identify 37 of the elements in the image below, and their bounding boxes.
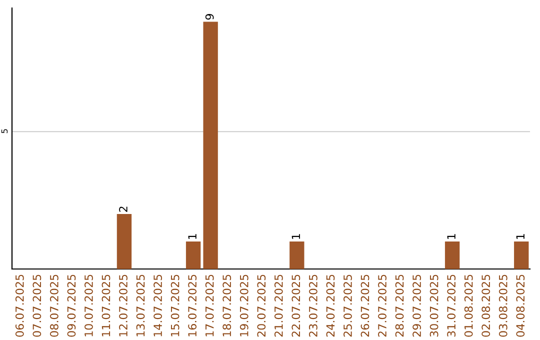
x-tick-label: 01.08.2025 xyxy=(464,274,473,337)
x-tick-label: 09.07.2025 xyxy=(67,274,76,337)
data-label: 1 xyxy=(292,234,300,239)
x-tick-label: 14.07.2025 xyxy=(154,274,162,336)
x-tick-label: 28.07.2025 xyxy=(395,274,404,337)
x-tick-label: 24.07.2025 xyxy=(326,274,335,337)
data-label: 1 xyxy=(188,234,196,239)
x-tick-label: 03.08.2025 xyxy=(498,274,508,337)
data-label: 1 xyxy=(447,234,456,239)
x-tick-label: 25.07.2025 xyxy=(344,274,352,337)
data-label: 1 xyxy=(516,234,524,239)
x-tick-label: 22.07.2025 xyxy=(292,274,300,337)
x-tick-label: 12.07.2025 xyxy=(119,274,128,336)
x-tick-label: 26.07.2025 xyxy=(360,274,370,337)
x-tick-label: 13.07.2025 xyxy=(136,274,145,336)
x-tick-label: 07.07.2025 xyxy=(32,274,42,337)
x-tick-label: 27.07.2025 xyxy=(378,274,386,337)
x-tick-label: 23.07.2025 xyxy=(308,274,318,337)
x-tick-label: 04.08.2025 xyxy=(516,274,525,337)
y-tick-label: 5 xyxy=(1,129,8,134)
x-tick-label: 11.07.2025 xyxy=(102,274,110,336)
x-tick-label: 15.07.2025 xyxy=(170,274,180,336)
x-tick-label: 29.07.2025 xyxy=(412,274,421,337)
x-tick-label: 21.07.2025 xyxy=(274,274,283,337)
data-label: 9 xyxy=(205,14,214,20)
x-tick-label: 08.07.2025 xyxy=(50,274,58,337)
x-tick-label: 06.07.2025 xyxy=(15,274,24,337)
x-tick-label: 18.07.2025 xyxy=(222,274,232,336)
x-tick-label: 10.07.2025 xyxy=(84,274,93,336)
x-tick-label: 02.08.2025 xyxy=(482,274,490,337)
x-tick-label: 20.07.2025 xyxy=(257,274,266,337)
x-tick-label: 16.07.2025 xyxy=(188,274,197,336)
x-tick-label: 19.07.2025 xyxy=(240,274,248,336)
x-tick-label: 17.07.2025 xyxy=(205,274,214,336)
x-tick-label: 31.07.2025 xyxy=(447,274,456,337)
x-tick-label: 30.07.2025 xyxy=(430,274,438,337)
data-label: 2 xyxy=(119,206,128,212)
